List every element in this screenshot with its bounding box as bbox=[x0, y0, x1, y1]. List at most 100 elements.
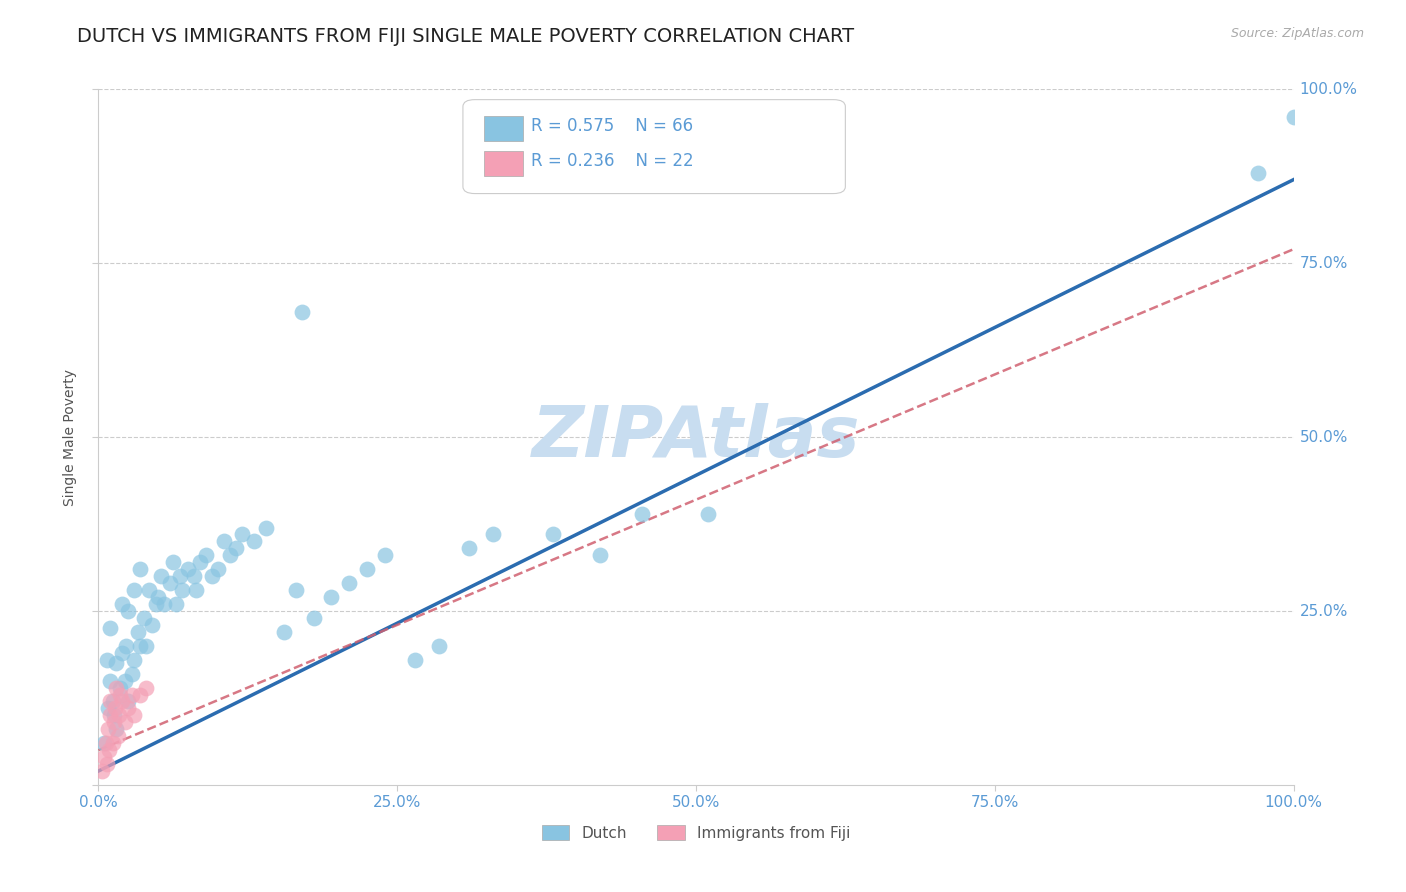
Point bbox=[212, 534, 235, 549]
Point bbox=[177, 562, 200, 576]
Point bbox=[481, 527, 505, 541]
Point bbox=[121, 688, 143, 702]
Legend: Dutch, Immigrants from Fiji: Dutch, Immigrants from Fiji bbox=[536, 819, 856, 847]
Point bbox=[162, 555, 184, 569]
Point bbox=[101, 736, 124, 750]
Point bbox=[103, 715, 125, 730]
Point bbox=[243, 534, 266, 549]
Point bbox=[114, 673, 136, 688]
Point bbox=[91, 764, 114, 778]
Point bbox=[225, 541, 247, 556]
Text: 50.0%: 50.0% bbox=[1299, 430, 1348, 444]
Point bbox=[127, 624, 149, 639]
Point bbox=[195, 549, 218, 563]
Point bbox=[273, 624, 295, 639]
Point bbox=[114, 715, 136, 730]
Point bbox=[186, 583, 208, 598]
Point bbox=[201, 569, 224, 583]
Point bbox=[108, 681, 131, 695]
Point bbox=[135, 681, 157, 695]
Point bbox=[356, 562, 378, 576]
Point bbox=[124, 583, 146, 598]
Point bbox=[141, 618, 163, 632]
Point bbox=[98, 708, 122, 723]
Point bbox=[589, 549, 612, 563]
Point bbox=[117, 604, 139, 618]
Point bbox=[129, 562, 152, 576]
Point bbox=[374, 549, 396, 563]
Point bbox=[207, 562, 229, 576]
Point bbox=[111, 646, 134, 660]
Point bbox=[145, 597, 167, 611]
Point bbox=[93, 750, 115, 764]
Point bbox=[427, 639, 450, 653]
Point bbox=[339, 576, 361, 591]
Point bbox=[172, 583, 194, 598]
Point bbox=[93, 736, 115, 750]
Point bbox=[231, 527, 253, 541]
Point bbox=[104, 701, 127, 715]
Point bbox=[302, 611, 325, 625]
Point bbox=[98, 621, 122, 635]
Point bbox=[101, 694, 124, 708]
Point bbox=[105, 723, 128, 737]
Point bbox=[117, 701, 139, 715]
Point bbox=[458, 541, 481, 556]
Point bbox=[105, 681, 128, 695]
Point bbox=[107, 729, 129, 743]
Point bbox=[697, 507, 720, 521]
Point bbox=[159, 576, 181, 591]
Point bbox=[1282, 110, 1305, 124]
Point bbox=[96, 653, 118, 667]
Point bbox=[97, 723, 120, 737]
Point bbox=[631, 507, 654, 521]
Point bbox=[124, 653, 146, 667]
FancyBboxPatch shape bbox=[463, 100, 845, 194]
Point bbox=[105, 657, 128, 671]
Point bbox=[188, 555, 211, 569]
Point bbox=[169, 569, 191, 583]
Point bbox=[129, 639, 152, 653]
Point bbox=[98, 694, 122, 708]
Point bbox=[94, 736, 117, 750]
Y-axis label: Single Male Poverty: Single Male Poverty bbox=[63, 368, 77, 506]
Point bbox=[153, 597, 176, 611]
Point bbox=[541, 527, 564, 541]
Text: DUTCH VS IMMIGRANTS FROM FIJI SINGLE MALE POVERTY CORRELATION CHART: DUTCH VS IMMIGRANTS FROM FIJI SINGLE MAL… bbox=[77, 27, 855, 45]
Point bbox=[254, 520, 277, 534]
Point bbox=[148, 590, 170, 604]
Point bbox=[165, 597, 187, 611]
Point bbox=[98, 673, 122, 688]
Point bbox=[219, 549, 242, 563]
Point bbox=[121, 666, 143, 681]
Point bbox=[129, 688, 152, 702]
Point bbox=[111, 694, 134, 708]
Text: R = 0.236    N = 22: R = 0.236 N = 22 bbox=[531, 152, 693, 169]
Text: 75.0%: 75.0% bbox=[1299, 256, 1348, 270]
Point bbox=[135, 639, 157, 653]
Text: R = 0.575    N = 66: R = 0.575 N = 66 bbox=[531, 117, 693, 135]
Point bbox=[97, 701, 120, 715]
Point bbox=[321, 590, 343, 604]
Text: 25.0%: 25.0% bbox=[1299, 604, 1348, 618]
Point bbox=[107, 708, 129, 723]
Text: ZIPAtlas: ZIPAtlas bbox=[531, 402, 860, 472]
Point bbox=[108, 688, 131, 702]
Point bbox=[117, 694, 139, 708]
Point bbox=[103, 708, 125, 723]
Point bbox=[138, 583, 160, 598]
Point bbox=[124, 708, 146, 723]
Text: 100.0%: 100.0% bbox=[1299, 82, 1358, 96]
Point bbox=[98, 743, 121, 757]
Point bbox=[115, 639, 138, 653]
Point bbox=[404, 653, 426, 667]
FancyBboxPatch shape bbox=[485, 116, 523, 141]
Point bbox=[183, 569, 205, 583]
Point bbox=[149, 569, 172, 583]
FancyBboxPatch shape bbox=[485, 151, 523, 177]
Point bbox=[111, 597, 134, 611]
Point bbox=[284, 583, 307, 598]
Point bbox=[291, 305, 314, 319]
Point bbox=[1247, 166, 1270, 180]
Text: Source: ZipAtlas.com: Source: ZipAtlas.com bbox=[1230, 27, 1364, 40]
